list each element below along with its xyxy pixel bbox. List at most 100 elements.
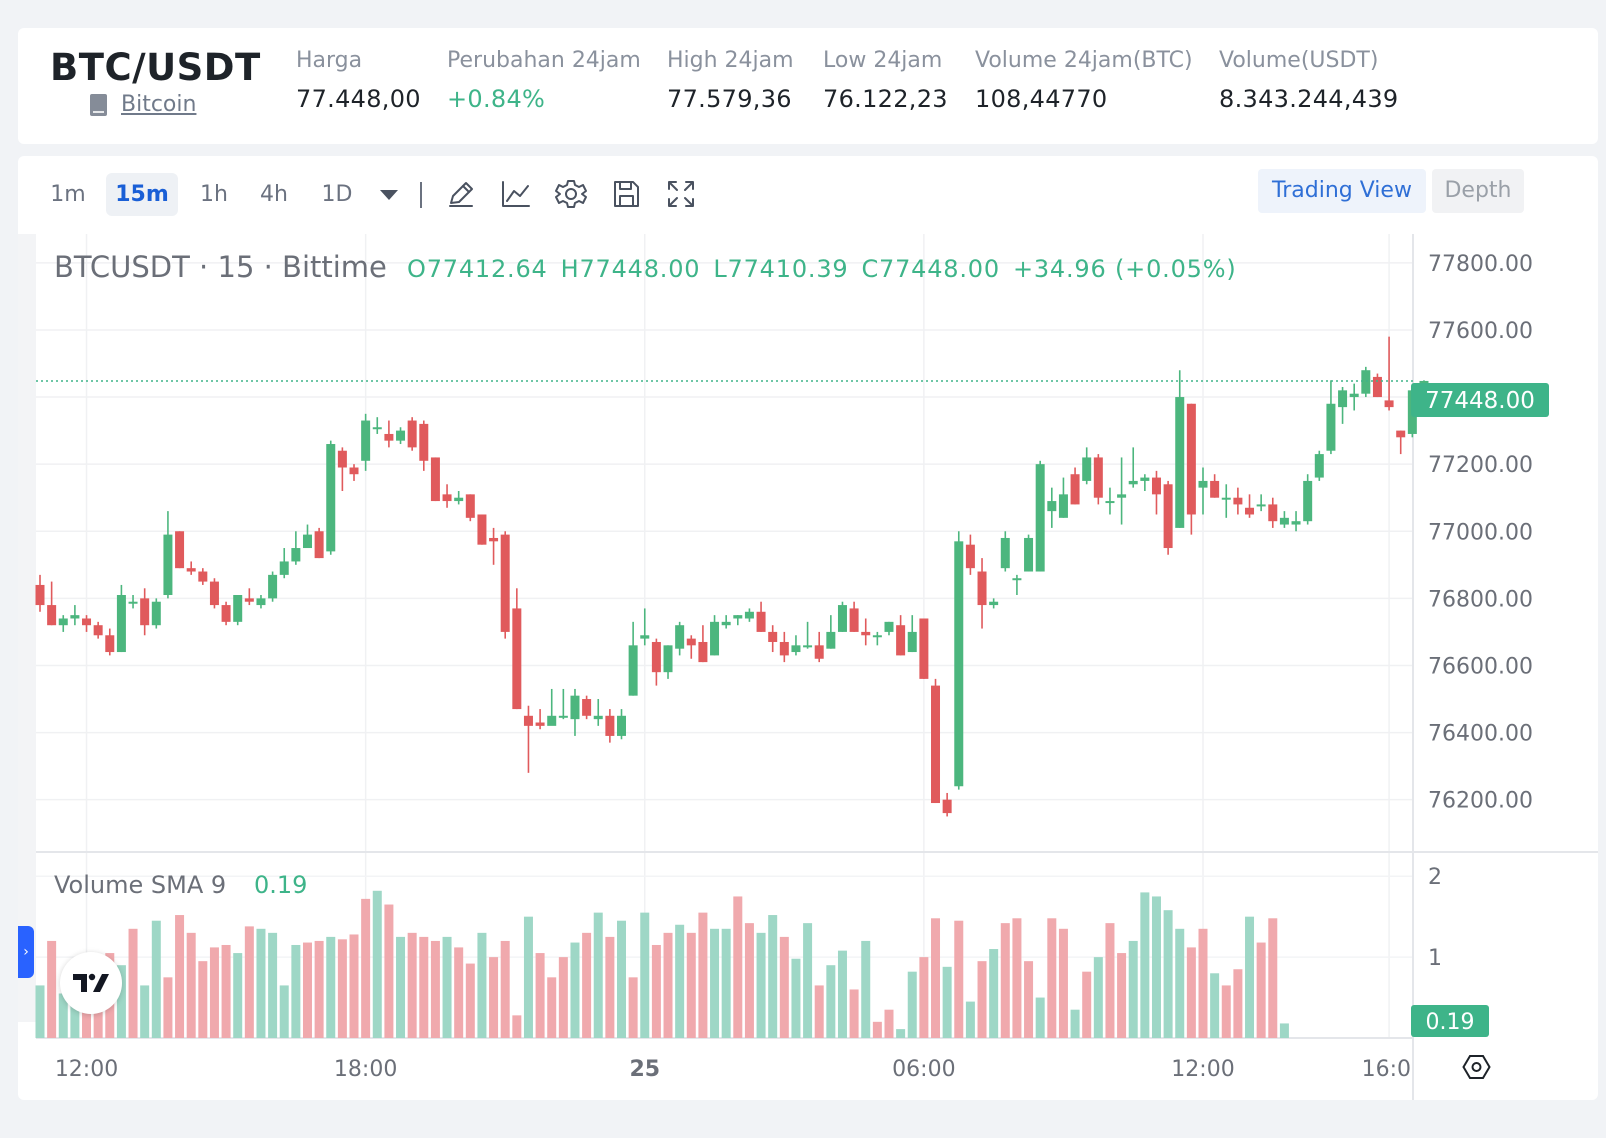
stat-label: Low 24jam [823, 48, 943, 73]
volume-bar [721, 928, 731, 1038]
candle-body [977, 571, 987, 606]
candle-body [617, 715, 626, 736]
volume-bar [1012, 918, 1022, 1038]
candle-body [465, 494, 475, 518]
price-tick-label: 76800.00 [1428, 587, 1533, 612]
volume-bar [256, 928, 266, 1038]
indicator-icon[interactable] [499, 177, 533, 211]
volume-value-label: 0.19 [1426, 1010, 1475, 1035]
draw-icon[interactable] [444, 177, 478, 211]
settings-icon[interactable] [554, 177, 588, 211]
candle-body [686, 638, 696, 646]
candle-body [1012, 578, 1022, 581]
candle-body [58, 618, 68, 626]
candle-body [1105, 501, 1115, 504]
candle-body [1000, 537, 1010, 569]
volume-bar [872, 1021, 882, 1038]
volume-tick-label: 2 [1428, 865, 1442, 890]
price-tick-label: 76400.00 [1428, 722, 1533, 747]
candle-body [814, 645, 824, 659]
toolbar-divider [420, 182, 422, 208]
candle-body [268, 574, 278, 599]
candle-body [47, 605, 57, 626]
candle-body [1245, 507, 1255, 515]
candle-body [489, 537, 499, 542]
volume-bar [698, 912, 708, 1038]
volume-bar [47, 940, 57, 1038]
volume-bar [1186, 947, 1196, 1038]
volume-bar [244, 926, 254, 1038]
price-tick-label: 77600.00 [1428, 319, 1533, 344]
fullscreen-icon[interactable] [664, 177, 698, 211]
candle-body [128, 601, 138, 604]
stat-label: Volume(USDT) [1219, 48, 1379, 73]
candle-body [82, 618, 92, 626]
candle-body [756, 611, 766, 632]
volume-bar [1082, 971, 1092, 1038]
chart-toolbar: 1m 15m 1h 4h 1D Trading View Depth [18, 156, 1598, 234]
volume-bar [116, 965, 126, 1038]
price-tick-label: 77800.00 [1428, 252, 1533, 277]
volume-bar [407, 932, 417, 1038]
volume-bar [1245, 916, 1255, 1038]
candle-body [1349, 393, 1359, 398]
candle-body [209, 581, 219, 606]
candle-body [500, 534, 510, 632]
last-price-label: 77448.00 [1425, 388, 1535, 414]
timeframe-1h[interactable]: 1h [200, 182, 228, 207]
tradingview-logo-icon [73, 973, 109, 992]
candle-body [931, 685, 941, 804]
volume-bar [768, 915, 778, 1038]
timeframe-1d[interactable]: 1D [321, 182, 353, 207]
chevron-down-icon[interactable] [380, 190, 398, 200]
candle-body [70, 615, 80, 619]
save-icon[interactable] [609, 177, 643, 211]
volume-bar [837, 950, 847, 1038]
candle-body [116, 595, 126, 653]
candle-body [651, 641, 661, 673]
volume-bar [337, 939, 347, 1038]
candle-body [1256, 504, 1266, 507]
volume-bar [1047, 918, 1057, 1038]
volume-bar [302, 942, 312, 1038]
stat-value: 77.448,00 [296, 85, 421, 113]
candle-body [1047, 501, 1057, 512]
volume-bar [523, 916, 533, 1038]
volume-bar [593, 912, 603, 1038]
volume-bar [163, 977, 173, 1038]
asset-link[interactable]: Bitcoin [121, 92, 197, 117]
candle-body [163, 534, 173, 596]
volume-bar [1140, 892, 1150, 1038]
volume-bar [175, 915, 185, 1038]
depth-tab[interactable]: Depth [1432, 169, 1524, 213]
candle-body [279, 561, 289, 575]
candle-body [1396, 430, 1406, 438]
chart-canvas[interactable]: 77800.0077600.0077400.0077200.0077000.00… [18, 156, 1598, 1100]
stat-price: Harga 77.448,00 [296, 48, 421, 113]
candle-body [1210, 480, 1220, 498]
candle-body [942, 799, 952, 814]
volume-bar [233, 953, 243, 1038]
candle-body [419, 423, 429, 461]
stat-value: +0.84% [447, 85, 546, 113]
candle-body [396, 430, 406, 441]
expand-panel-icon[interactable]: › [18, 926, 34, 978]
tradingview-logo[interactable] [60, 952, 122, 1014]
volume-bar [710, 928, 720, 1038]
candle-body [861, 631, 871, 636]
candle-body [721, 621, 731, 626]
volume-bar [582, 932, 592, 1038]
candle-body [837, 605, 847, 632]
volume-bar [419, 936, 429, 1038]
candle-body [175, 531, 185, 569]
volume-bar [279, 985, 289, 1038]
timeframe-4h[interactable]: 4h [260, 182, 288, 207]
ticker-header: BTC/USDT Bitcoin Harga 77.448,00 Perubah… [18, 28, 1598, 144]
volume-bar [1198, 928, 1208, 1038]
settings-hexagon-icon[interactable] [1462, 1055, 1491, 1079]
ohlc-low: L77410.39 [713, 255, 848, 283]
trading-view-tab[interactable]: Trading View [1258, 169, 1426, 213]
candle-body [1384, 400, 1394, 408]
timeframe-1m[interactable]: 1m [50, 182, 86, 207]
timeframe-15m[interactable]: 15m [106, 173, 178, 216]
